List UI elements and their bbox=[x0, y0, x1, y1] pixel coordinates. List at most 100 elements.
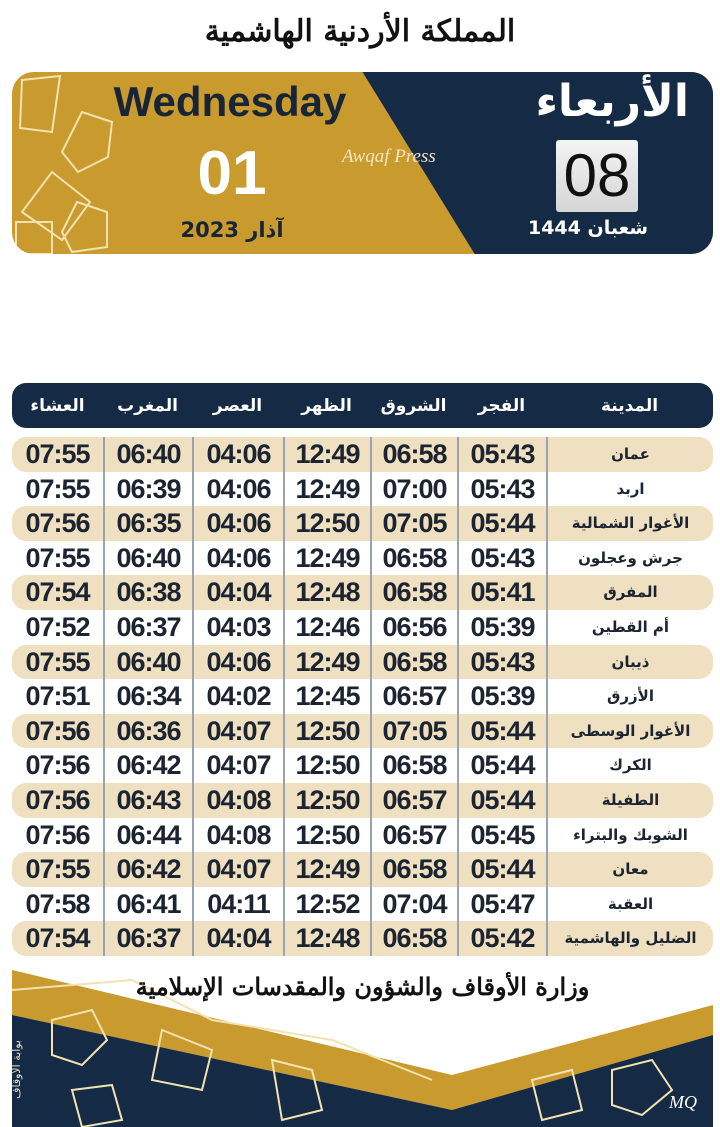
prayer-time: 12:49 bbox=[283, 437, 370, 472]
prayer-time: 12:50 bbox=[283, 713, 370, 749]
footer: وزارة الأوقاف والشؤون والمقدسات الإسلامي… bbox=[12, 960, 713, 1127]
prayer-time: 06:58 bbox=[370, 540, 457, 576]
column-header: العشاء bbox=[30, 395, 85, 416]
prayer-time: 06:40 bbox=[103, 437, 192, 472]
prayer-time: 12:49 bbox=[283, 471, 370, 507]
prayer-time: 07:56 bbox=[25, 819, 90, 850]
prayer-time: 07:51 bbox=[25, 681, 90, 712]
table-row: الضليل والهاشمية 05:42 06:58 12:48 04:04 06:3… bbox=[12, 921, 713, 956]
prayer-time: 06:58 bbox=[370, 437, 457, 472]
prayer-time: 06:56 bbox=[370, 609, 457, 645]
prayer-time: 07:56 bbox=[25, 750, 90, 781]
prayer-time: 05:45 bbox=[457, 817, 546, 853]
prayer-time: 05:47 bbox=[457, 886, 546, 922]
prayer-time: 04:03 bbox=[192, 609, 283, 645]
prayer-time: 06:37 bbox=[103, 921, 192, 956]
prayer-time: 07:05 bbox=[370, 713, 457, 749]
prayer-time: 04:07 bbox=[192, 748, 283, 783]
city-name: العقبة bbox=[546, 886, 713, 922]
table-row: الأغوار الوسطى 05:44 07:05 12:50 04:07 06:36 0… bbox=[12, 713, 713, 749]
prayer-time: 06:37 bbox=[103, 609, 192, 645]
prayer-time: 07:55 bbox=[25, 542, 90, 573]
prayer-time: 06:35 bbox=[103, 506, 192, 541]
city-name: معان bbox=[546, 852, 713, 887]
prayer-time: 04:06 bbox=[192, 540, 283, 576]
prayer-time: 04:06 bbox=[192, 437, 283, 472]
prayer-time: 05:42 bbox=[457, 921, 546, 956]
prayer-time: 06:36 bbox=[103, 713, 192, 749]
table-row: معان 05:44 06:58 12:49 04:07 06:42 07:55 bbox=[12, 852, 713, 887]
prayer-time: 06:41 bbox=[103, 886, 192, 922]
table-row: اربد 05:43 07:00 12:49 04:06 06:39 07:55 bbox=[12, 471, 713, 507]
prayer-time: 07:56 bbox=[25, 784, 90, 815]
prayer-time: 12:50 bbox=[283, 817, 370, 853]
table-row: العقبة 05:47 07:04 12:52 04:11 06:41 07:58 bbox=[12, 886, 713, 922]
column-header: المغرب bbox=[117, 395, 178, 416]
city-name: الأغوار الشمالية bbox=[546, 506, 713, 541]
city-name: جرش وعجلون bbox=[546, 540, 713, 576]
table-row: الأغوار الشمالية 05:44 07:05 12:50 04:06 06:3… bbox=[12, 506, 713, 541]
column-header: الشروق bbox=[380, 395, 447, 416]
prayer-time: 05:44 bbox=[457, 506, 546, 541]
city-name: الضليل والهاشمية bbox=[546, 921, 713, 956]
prayer-time: 06:44 bbox=[103, 817, 192, 853]
prayer-time: 04:06 bbox=[192, 471, 283, 507]
prayer-time: 06:57 bbox=[370, 679, 457, 714]
geometric-pattern-icon bbox=[15, 74, 114, 254]
prayer-time: 06:42 bbox=[103, 748, 192, 783]
prayer-time: 04:02 bbox=[192, 679, 283, 714]
prayer-time: 04:06 bbox=[192, 506, 283, 541]
prayer-time: 05:41 bbox=[457, 575, 546, 610]
prayer-time: 07:58 bbox=[25, 888, 90, 919]
prayer-time: 05:39 bbox=[457, 679, 546, 714]
prayer-time: 12:48 bbox=[283, 921, 370, 956]
column-header: الفجر bbox=[477, 395, 526, 416]
prayer-time: 04:04 bbox=[192, 575, 283, 610]
weekday-arabic: الأربعاء bbox=[535, 76, 689, 127]
prayer-time: 07:52 bbox=[25, 611, 90, 642]
prayer-time: 04:08 bbox=[192, 817, 283, 853]
prayer-time: 07:55 bbox=[25, 473, 90, 504]
gregorian-month-year: آذار 2023 bbox=[180, 218, 284, 242]
hijri-day: 08 bbox=[556, 140, 638, 212]
prayer-time: 07:55 bbox=[25, 439, 90, 469]
prayer-time: 05:43 bbox=[457, 644, 546, 680]
prayer-time: 12:49 bbox=[283, 540, 370, 576]
prayer-time: 12:50 bbox=[283, 748, 370, 783]
prayer-time: 04:06 bbox=[192, 644, 283, 680]
prayer-time: 04:08 bbox=[192, 782, 283, 818]
prayer-time: 07:54 bbox=[25, 577, 90, 608]
prayer-time: 04:07 bbox=[192, 713, 283, 749]
prayer-times-table: عمان 05:43 06:58 12:49 04:06 06:40 07:55 اربد 05… bbox=[12, 437, 713, 956]
weekday-english: Wednesday bbox=[113, 78, 347, 125]
prayer-time: 05:44 bbox=[457, 748, 546, 783]
city-name: عمان bbox=[546, 437, 713, 472]
prayer-time: 06:58 bbox=[370, 921, 457, 956]
table-header: المدينة الفجر الشروق الظهر العصر المغرب العشاء bbox=[12, 383, 713, 428]
prayer-time: 12:52 bbox=[283, 886, 370, 922]
prayer-time: 05:44 bbox=[457, 852, 546, 887]
prayer-time: 06:58 bbox=[370, 644, 457, 680]
city-name: الطفيلة bbox=[546, 782, 713, 818]
side-text: بوابة الأوقاف bbox=[12, 1040, 23, 1099]
gregorian-day: 01 bbox=[197, 139, 267, 208]
table-row: أم القطين 05:39 06:56 12:46 04:03 06:37 07:52 bbox=[12, 609, 713, 645]
prayer-time: 07:55 bbox=[25, 646, 90, 677]
kingdom-title: المملكة الأردنية الهاشمية bbox=[204, 14, 516, 49]
city-name: الشوبك والبتراء bbox=[546, 817, 713, 853]
table-row: جرش وعجلون 05:43 06:58 12:49 04:06 06:40 07:55 bbox=[12, 540, 713, 576]
prayer-time: 04:04 bbox=[192, 921, 283, 956]
city-name: المفرق bbox=[546, 575, 713, 610]
table-row: الشوبك والبتراء 05:45 06:57 12:50 04:08 06:44… bbox=[12, 817, 713, 853]
city-name: الكرك bbox=[546, 748, 713, 783]
signature: MQ bbox=[669, 1092, 697, 1112]
city-name: الأزرق bbox=[546, 679, 713, 714]
prayer-time: 06:38 bbox=[103, 575, 192, 610]
prayer-time: 07:56 bbox=[25, 715, 90, 746]
prayer-time: 06:39 bbox=[103, 471, 192, 507]
date-banner: Wednesday 01 آذار 2023 Awqaf Press الأرب… bbox=[12, 72, 713, 254]
prayer-time: 07:05 bbox=[370, 506, 457, 541]
table-row: المفرق 05:41 06:58 12:48 04:04 06:38 07:54 bbox=[12, 575, 713, 610]
prayer-time: 06:58 bbox=[370, 575, 457, 610]
prayer-time: 05:39 bbox=[457, 609, 546, 645]
